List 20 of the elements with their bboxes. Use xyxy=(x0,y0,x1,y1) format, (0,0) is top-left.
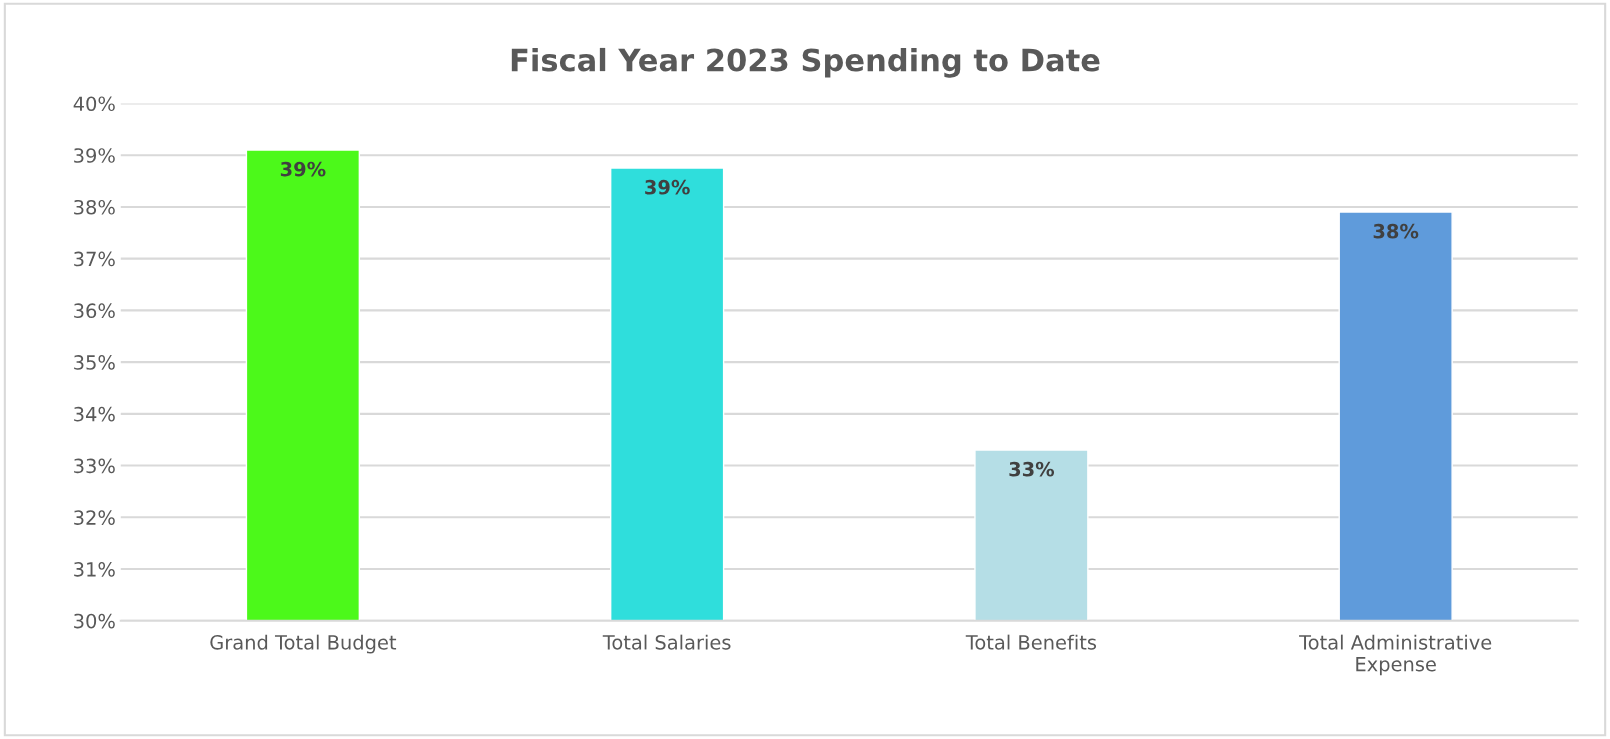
data-label: 39% xyxy=(280,161,326,177)
y-tick-label: 35% xyxy=(74,355,115,370)
y-tick-label: 33% xyxy=(74,458,115,474)
y-tick-label: 38% xyxy=(74,199,115,215)
y-tick-label: 31% xyxy=(74,561,115,577)
chart-title: Fiscal Year 2023 Spending to Date xyxy=(511,47,1100,78)
y-tick-label: 40% xyxy=(73,96,115,112)
y-tick-label: 39% xyxy=(74,148,115,163)
y-tick-label: 30% xyxy=(74,613,115,629)
x-tick-label: Total Administrative Expense xyxy=(1299,634,1492,676)
y-tick-label: 32% xyxy=(74,510,115,525)
data-label: 39% xyxy=(645,179,690,195)
y-tick-label: 36% xyxy=(74,303,115,319)
x-tick-label: Grand Total Budget xyxy=(210,634,397,654)
y-tick-label: 34% xyxy=(74,406,115,422)
data-label: 33% xyxy=(1009,461,1055,477)
x-tick-label: Total Salaries xyxy=(602,634,731,650)
data-label: 38% xyxy=(1373,223,1419,239)
y-tick-label: 37% xyxy=(74,251,115,267)
x-tick-label: Total Benefits xyxy=(965,634,1097,650)
